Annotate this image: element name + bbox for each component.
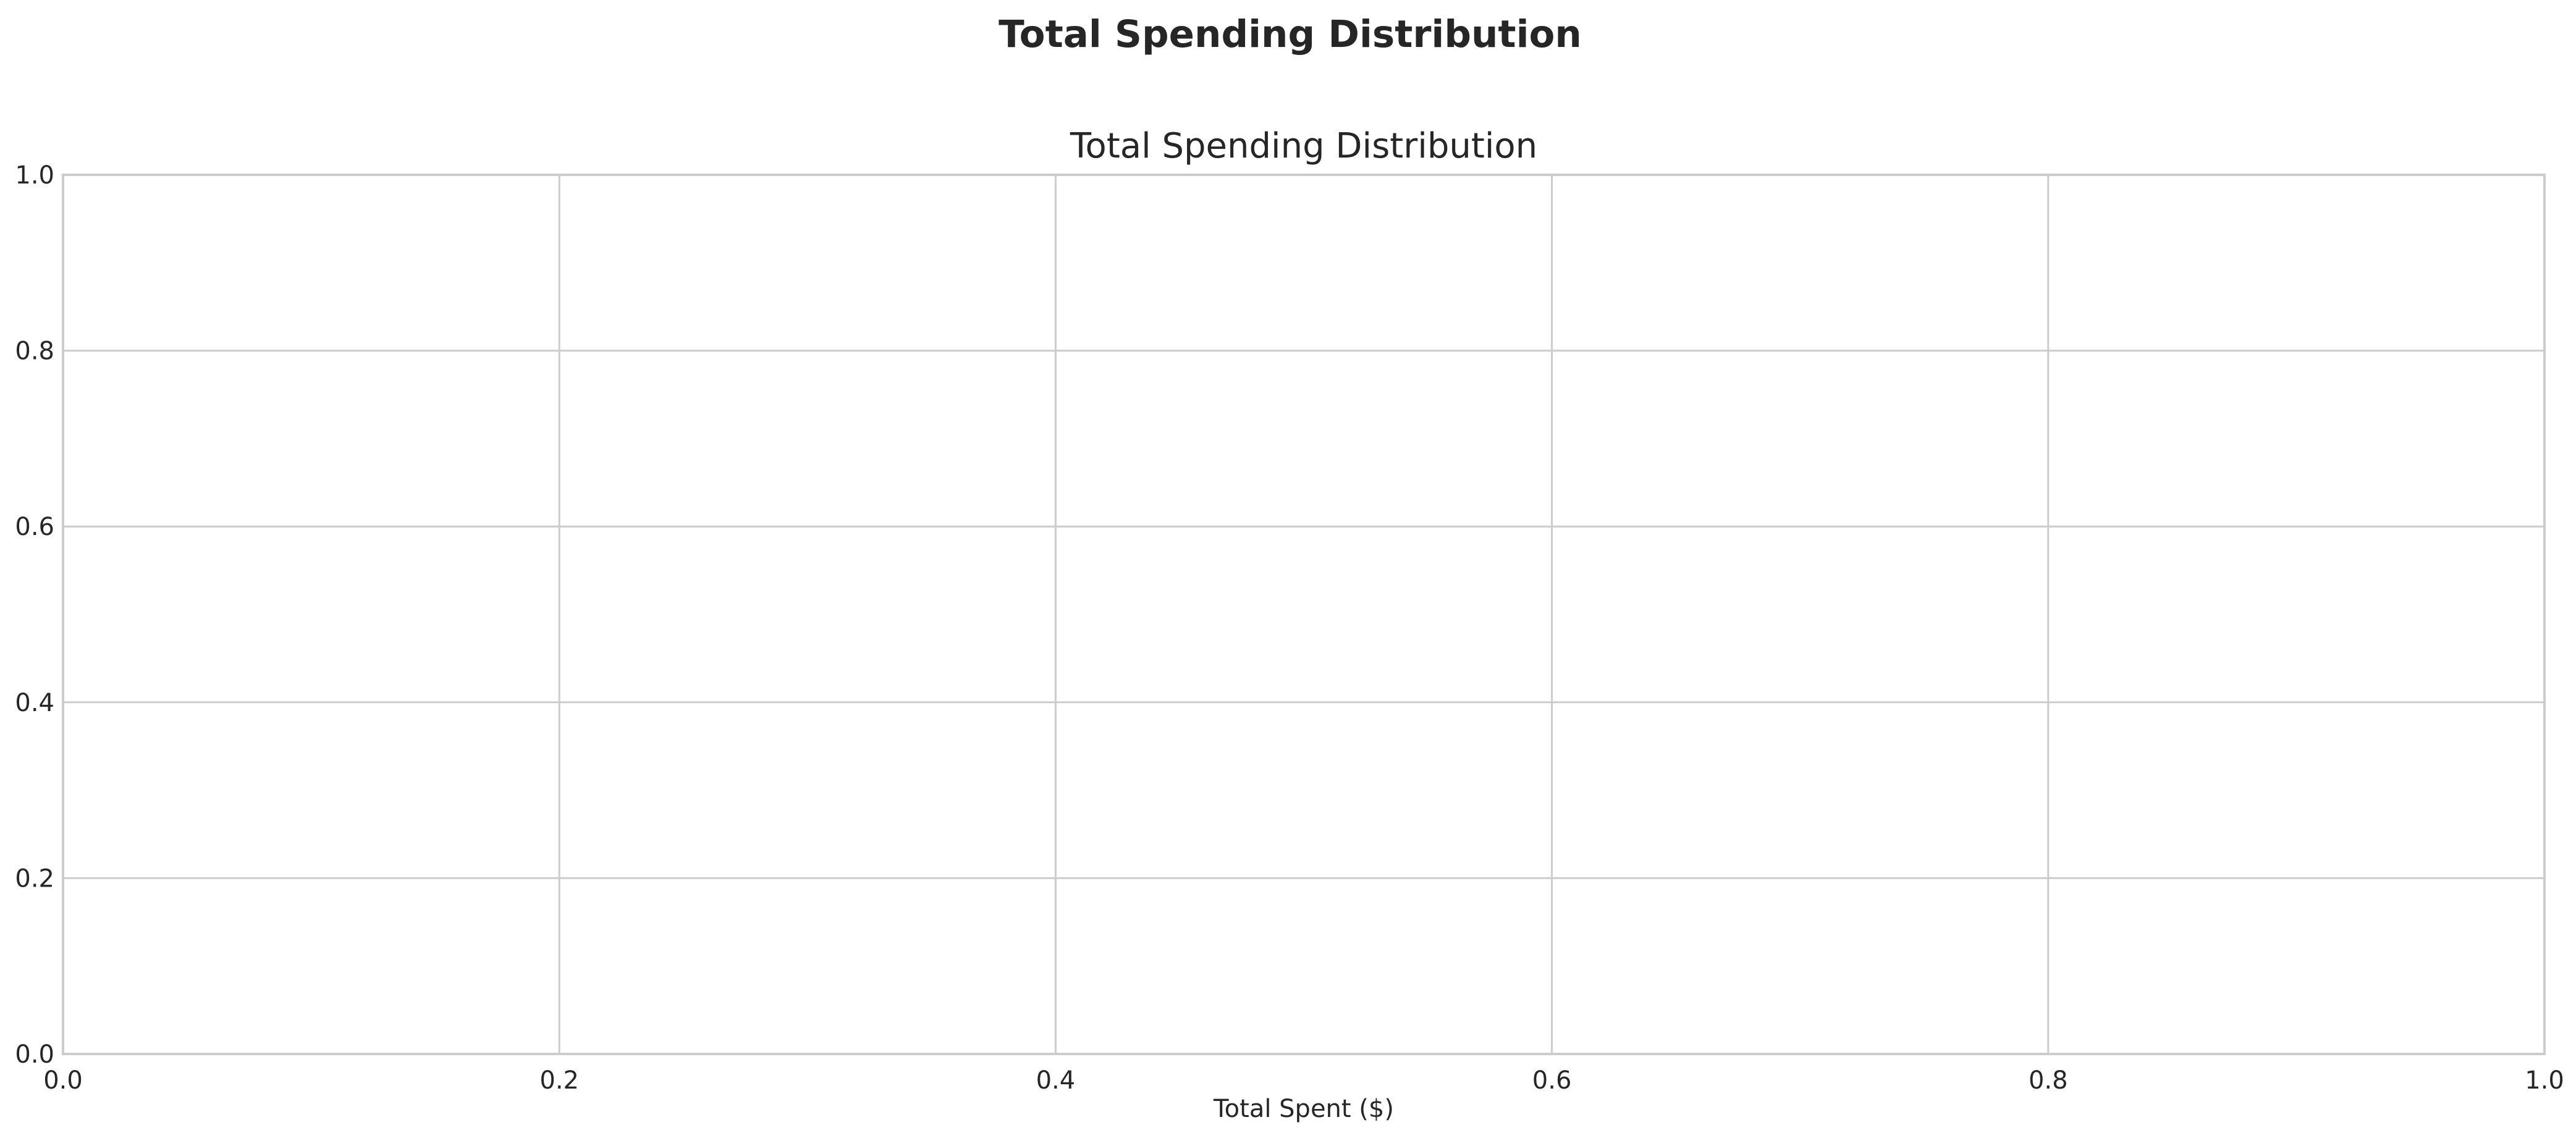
x-axis-ticks: 0.0 0.2 0.4 0.6 0.8 1.0 <box>43 1066 2564 1095</box>
axes-title: Total Spending Distribution <box>1070 126 1537 166</box>
x-tick-label: 0.0 <box>43 1066 83 1095</box>
y-tick-label: 0.6 <box>15 513 54 541</box>
y-tick-label: 1.0 <box>15 161 54 190</box>
plot-area <box>62 174 2546 1055</box>
axes-frame <box>62 174 2546 1055</box>
x-tick-label: 0.8 <box>2029 1066 2068 1095</box>
x-tick-label: 1.0 <box>2525 1066 2564 1095</box>
x-tick-label: 0.2 <box>539 1066 579 1095</box>
y-tick-label: 0.4 <box>15 689 54 717</box>
x-axis-label: Total Spent ($) <box>1213 1095 1394 1123</box>
y-tick-label: 0.8 <box>15 337 54 366</box>
y-axis-ticks: 0.0 0.2 0.4 0.6 0.8 1.0 <box>15 161 54 1069</box>
x-tick-label: 0.6 <box>1532 1066 1572 1095</box>
y-tick-label: 0.2 <box>15 864 54 893</box>
plot-background <box>63 175 2544 1054</box>
y-tick-label: 0.0 <box>15 1040 54 1069</box>
x-tick-label: 0.4 <box>1036 1066 1076 1095</box>
figure-suptitle: Total Spending Distribution <box>999 12 1582 56</box>
